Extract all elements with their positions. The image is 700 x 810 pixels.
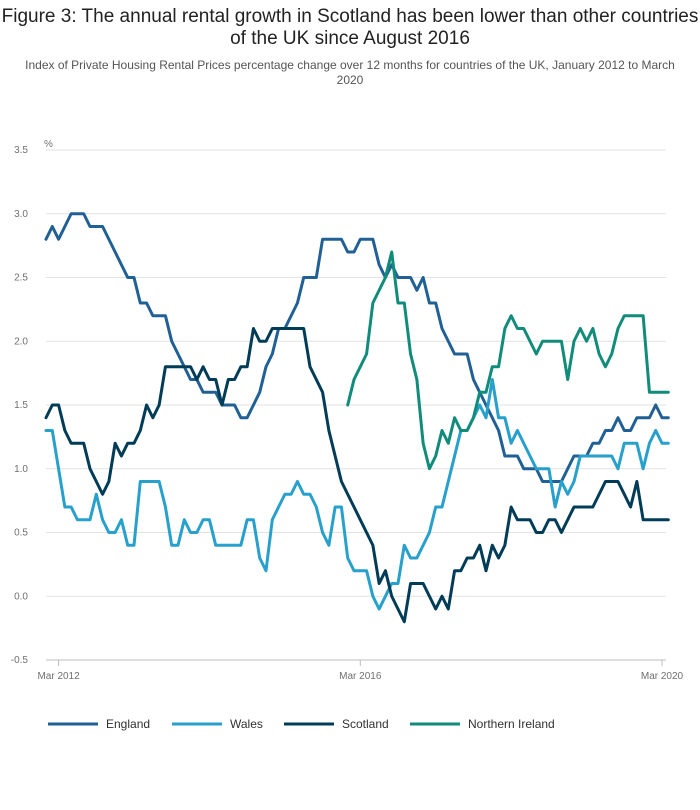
legend-item-wales: Wales (172, 717, 263, 731)
series-line-england (44, 212, 670, 483)
legend-label: Northern Ireland (468, 717, 555, 731)
y-tick-label: 2.0 (14, 336, 28, 347)
x-tick-label: Mar 2016 (339, 671, 382, 682)
y-tick-label: 1.0 (14, 464, 28, 475)
y-tick-label: 0.5 (14, 528, 28, 539)
legend-label: England (106, 717, 150, 731)
legend-item-scotland: Scotland (284, 717, 389, 731)
legend-item-england: England (48, 717, 150, 731)
y-tick-label: -0.5 (11, 655, 29, 666)
series-line-wales (44, 378, 670, 611)
y-tick-label: 3.0 (14, 209, 28, 220)
gridlines (46, 149, 666, 661)
y-tick-label: 1.5 (14, 400, 28, 411)
x-axis: Mar 2012 Mar 2016 Mar 2020 (37, 660, 684, 682)
legend-item-northern-ireland: Northern Ireland (410, 717, 555, 731)
series-lines (44, 212, 670, 624)
x-tick-label: Mar 2020 (641, 671, 684, 682)
chart-subtitle: Index of Private Housing Rental Prices p… (25, 58, 675, 87)
y-tick-label: 2.5 (14, 273, 28, 284)
chart-title: Figure 3: The annual rental growth in Sc… (1, 6, 699, 49)
series-line-northern-ireland (346, 250, 670, 471)
legend-label: Wales (230, 717, 263, 731)
y-tick-label: 3.5 (14, 145, 28, 156)
legend-label: Scotland (342, 717, 389, 731)
series-line-scotland (44, 327, 670, 624)
y-axis-label: % (44, 139, 53, 150)
y-axis-ticks: -0.5 0.0 0.5 1.0 1.5 2.0 2.5 3.0 3.5 (11, 145, 29, 666)
legend: England Wales Scotland Northern Ireland (48, 717, 555, 731)
y-tick-label: 0.0 (14, 591, 28, 602)
x-tick-label: Mar 2012 (37, 671, 80, 682)
